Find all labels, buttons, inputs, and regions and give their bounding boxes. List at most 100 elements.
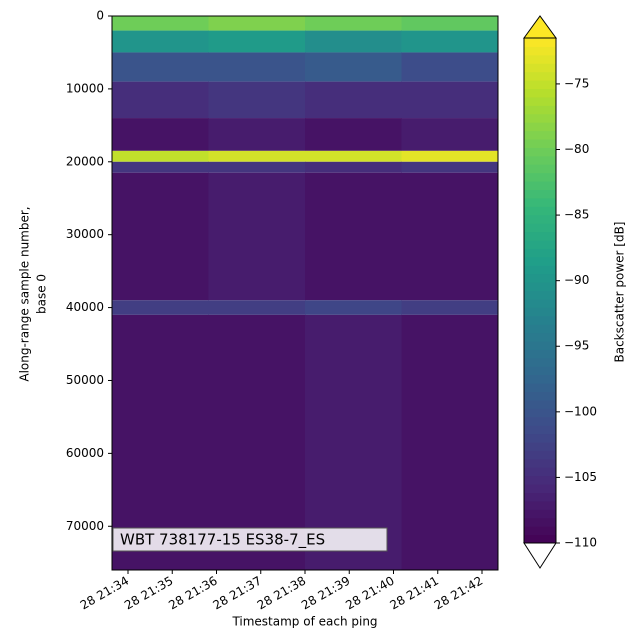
heatmap-cell <box>401 314 499 570</box>
colorbar-swatch <box>524 374 556 384</box>
colorbar-tick-label: −75 <box>564 76 589 90</box>
heatmap-cell <box>112 52 209 82</box>
colorbar-swatch <box>524 223 556 233</box>
x-tick-label: 28 21:42 <box>432 574 485 613</box>
colorbar-swatch <box>524 408 556 418</box>
heatmap-cell <box>305 16 402 31</box>
colorbar-swatch <box>524 492 556 502</box>
colorbar-tick-label: −110 <box>564 536 597 550</box>
heatmap-cell <box>112 118 209 151</box>
colorbar-under <box>523 542 557 569</box>
heatmap-cell <box>112 300 209 315</box>
colorbar-swatch <box>524 450 556 460</box>
y-axis-label: base 0 <box>35 274 49 314</box>
colorbar-swatch <box>524 467 556 477</box>
colorbar-swatch <box>524 509 556 519</box>
colorbar-over <box>523 15 557 39</box>
colorbar-swatch <box>524 206 556 216</box>
heatmap-cell <box>305 172 402 301</box>
y-tick-label: 30000 <box>66 227 104 241</box>
y-tick-label: 50000 <box>66 373 104 387</box>
annotation: WBT 738177-15 ES38-7_ES <box>120 531 325 550</box>
heatmap-cell <box>208 16 306 31</box>
colorbar-tick-label: −90 <box>564 273 589 287</box>
heatmap-cell <box>401 81 499 119</box>
colorbar-swatch <box>524 458 556 468</box>
heatmap-cell <box>208 150 306 162</box>
heatmap-cell <box>305 52 402 82</box>
y-tick-label: 60000 <box>66 446 104 460</box>
heatmap-cell <box>401 118 499 151</box>
colorbar-swatch <box>524 307 556 317</box>
colorbar-swatch <box>524 273 556 283</box>
heatmap-cell <box>401 52 499 82</box>
colorbar-swatch <box>524 332 556 342</box>
colorbar-swatch <box>524 122 556 132</box>
heatmap-cell <box>112 314 209 570</box>
heatmap-cell <box>112 150 209 162</box>
colorbar-swatch <box>524 399 556 409</box>
colorbar-swatch <box>524 517 556 527</box>
colorbar-swatch <box>524 534 556 544</box>
heatmap-cell <box>401 16 499 31</box>
colorbar-swatch <box>524 416 556 426</box>
heatmap-cell <box>401 30 499 53</box>
x-tick-label: 28 21:41 <box>388 574 441 613</box>
heatmap-cell <box>401 172 499 301</box>
heatmap-cell <box>112 16 209 31</box>
heatmap-cell <box>305 150 402 162</box>
y-tick-label: 10000 <box>66 81 104 95</box>
colorbar-swatch <box>524 181 556 190</box>
colorbar-swatch <box>524 172 556 182</box>
colorbar-swatch <box>524 88 556 98</box>
colorbar-tick-label: −80 <box>564 142 589 156</box>
colorbar-swatch <box>524 231 556 241</box>
heatmap-cell <box>401 150 499 162</box>
heatmap-cell <box>208 118 306 151</box>
colorbar-label: Backscatter power [dB] <box>613 222 627 363</box>
colorbar-swatch <box>524 71 556 81</box>
heatmap-cell <box>208 314 306 570</box>
y-tick-label: 0 <box>96 9 104 23</box>
colorbar-swatch <box>524 147 556 157</box>
heatmap-cell <box>208 300 306 315</box>
colorbar-swatch <box>524 500 556 510</box>
heatmap-cell <box>401 161 499 173</box>
colorbar-swatch <box>524 105 556 115</box>
colorbar-swatch <box>524 442 556 451</box>
heatmap-cell <box>112 161 209 173</box>
colorbar-swatch <box>524 475 556 485</box>
colorbar-swatch <box>524 433 556 443</box>
y-tick-label: 70000 <box>66 519 104 533</box>
colorbar-swatch <box>524 240 556 249</box>
colorbar-frame <box>523 37 557 544</box>
y-tick-label: 40000 <box>66 300 104 314</box>
x-tick-label: 28 21:39 <box>299 574 352 613</box>
colorbar-swatch <box>524 315 556 325</box>
heatmap-cell <box>208 172 306 301</box>
colorbar-swatch <box>524 526 556 536</box>
heatmap-cell <box>112 30 209 53</box>
colorbar-tick-label: −95 <box>564 339 589 353</box>
colorbar-tick-label: −85 <box>564 208 589 222</box>
colorbar-tick-label: −100 <box>564 404 597 418</box>
heatmap-cell <box>112 172 209 301</box>
annotation-box <box>112 527 388 552</box>
y-tick-label: 20000 <box>66 154 104 168</box>
colorbar-swatch <box>524 189 556 199</box>
x-tick-label: 28 21:38 <box>255 574 308 613</box>
colorbar-swatch <box>524 298 556 308</box>
colorbar-swatch <box>524 290 556 300</box>
colorbar-swatch <box>524 214 556 224</box>
heatmap-cell <box>305 118 402 151</box>
colorbar-swatch <box>524 54 556 64</box>
colorbar-swatch <box>524 164 556 174</box>
x-tick-label: 28 21:40 <box>343 574 396 613</box>
colorbar-swatch <box>524 155 556 165</box>
colorbar-swatch <box>524 113 556 123</box>
colorbar-swatch <box>524 197 556 207</box>
colorbar-swatch <box>524 96 556 106</box>
colorbar-swatch <box>524 282 556 291</box>
heatmap-cell <box>208 52 306 82</box>
